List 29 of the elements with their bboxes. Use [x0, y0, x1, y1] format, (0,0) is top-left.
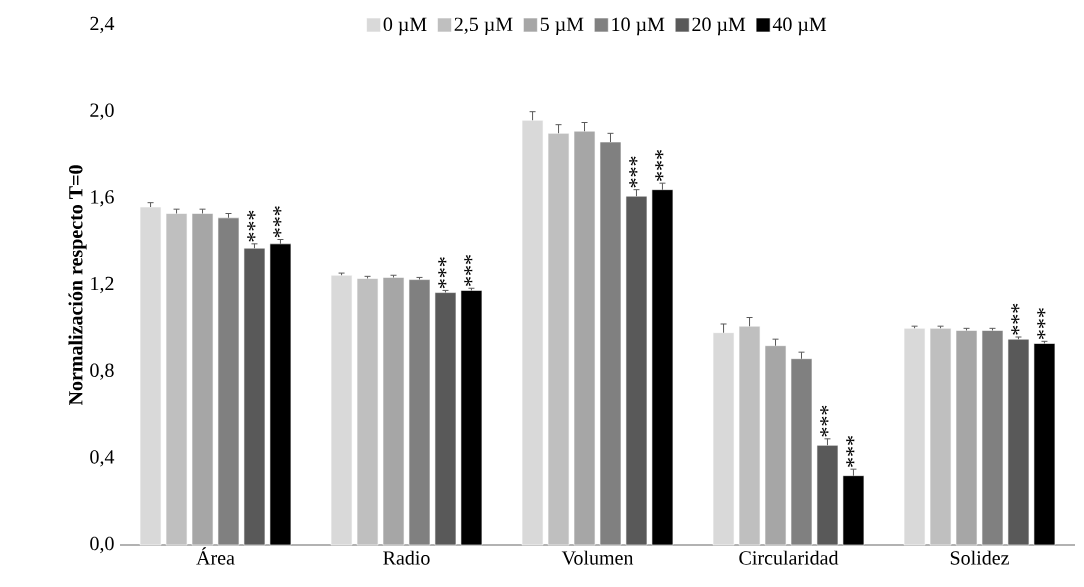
x-tick-label: Circularidad [739, 550, 839, 565]
legend-label: 10 µM [612, 17, 665, 36]
annotation: *** [438, 257, 447, 289]
x-tick-label: Solidez [950, 550, 1009, 565]
y-tick-label: 0,4 [90, 450, 115, 467]
annotation: *** [846, 436, 855, 467]
x-tick-label: Radio [383, 550, 430, 565]
legend-label: 40 µM [772, 17, 827, 36]
legend-label: 0 µM [383, 17, 427, 36]
annotation: *** [273, 206, 282, 238]
annotation: *** [1011, 303, 1020, 335]
y-tick-label: 2,4 [90, 16, 115, 34]
y-tick-label: 2,0 [90, 103, 114, 120]
y-axis-title: Normalización respecto T=0 [68, 165, 87, 406]
y-tick-label: 0,8 [90, 363, 114, 380]
y-tick-label: 1,2 [91, 276, 114, 294]
y-tick-label: 0,0 [90, 536, 114, 554]
x-tick-label: Área [196, 547, 235, 565]
annotation: *** [629, 156, 638, 188]
annotation: *** [464, 255, 473, 286]
legend-label: 20 µM [692, 17, 746, 36]
annotation: *** [655, 150, 664, 181]
x-tick-label: Volumen [561, 550, 634, 565]
legend-label: 5 µM [540, 17, 584, 36]
annotation: *** [247, 210, 256, 242]
annotation: *** [1037, 308, 1046, 340]
annotation: *** [820, 405, 829, 437]
y-tick-label: 1,6 [91, 190, 114, 207]
legend-label: 2,5 µM [454, 17, 513, 36]
